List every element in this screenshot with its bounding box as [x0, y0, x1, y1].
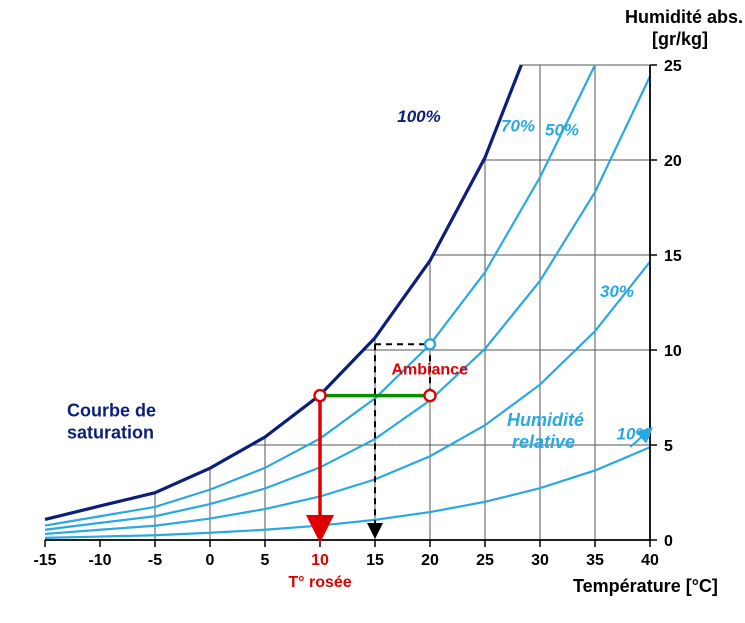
label-saturation-2: saturation — [67, 423, 154, 443]
y-tick: 20 — [664, 153, 682, 170]
x-tick: 35 — [586, 552, 604, 569]
x-tick-rosee: 10 — [311, 552, 329, 569]
y-tick: 10 — [664, 343, 682, 360]
x-tick: -10 — [88, 552, 111, 569]
label-ambiance: Ambiance — [392, 362, 469, 379]
x-tick: 20 — [421, 552, 439, 569]
x-tick: 25 — [476, 552, 494, 569]
x-tick: 5 — [261, 552, 270, 569]
x-tick: 40 — [641, 552, 659, 569]
y-tick: 15 — [664, 248, 682, 265]
label-rh-1: Humidité — [507, 410, 584, 430]
point-red-ambiance — [425, 390, 436, 401]
curve-label: 100% — [397, 107, 440, 126]
x-tick: -5 — [148, 552, 162, 569]
label-rosee: T° rosée — [288, 574, 351, 591]
point-blue — [425, 339, 435, 349]
point-red-rosee — [315, 390, 326, 401]
curve-label: 70% — [501, 117, 535, 136]
curve-label: 30% — [600, 282, 634, 301]
label-saturation-1: Courbe de — [67, 401, 156, 421]
y-axis-label-1: Humidité abs. — [625, 7, 743, 27]
x-tick: -15 — [33, 552, 56, 569]
y-axis-label-2: [gr/kg] — [652, 29, 708, 49]
x-tick: 0 — [206, 552, 215, 569]
y-tick: 25 — [664, 58, 682, 75]
x-tick: 15 — [366, 552, 384, 569]
x-axis-label: Température [°C] — [573, 576, 718, 596]
y-tick: 0 — [664, 533, 673, 550]
psychrometric-chart: -15 -10 -5 0 5 10 15 20 25 30 35 40 0 5 10 15 20 25 Tempér… — [0, 0, 745, 623]
curve-label: 50% — [545, 120, 579, 139]
x-tick: 30 — [531, 552, 549, 569]
label-rh-2: relative — [512, 432, 575, 452]
y-tick: 5 — [664, 438, 673, 455]
